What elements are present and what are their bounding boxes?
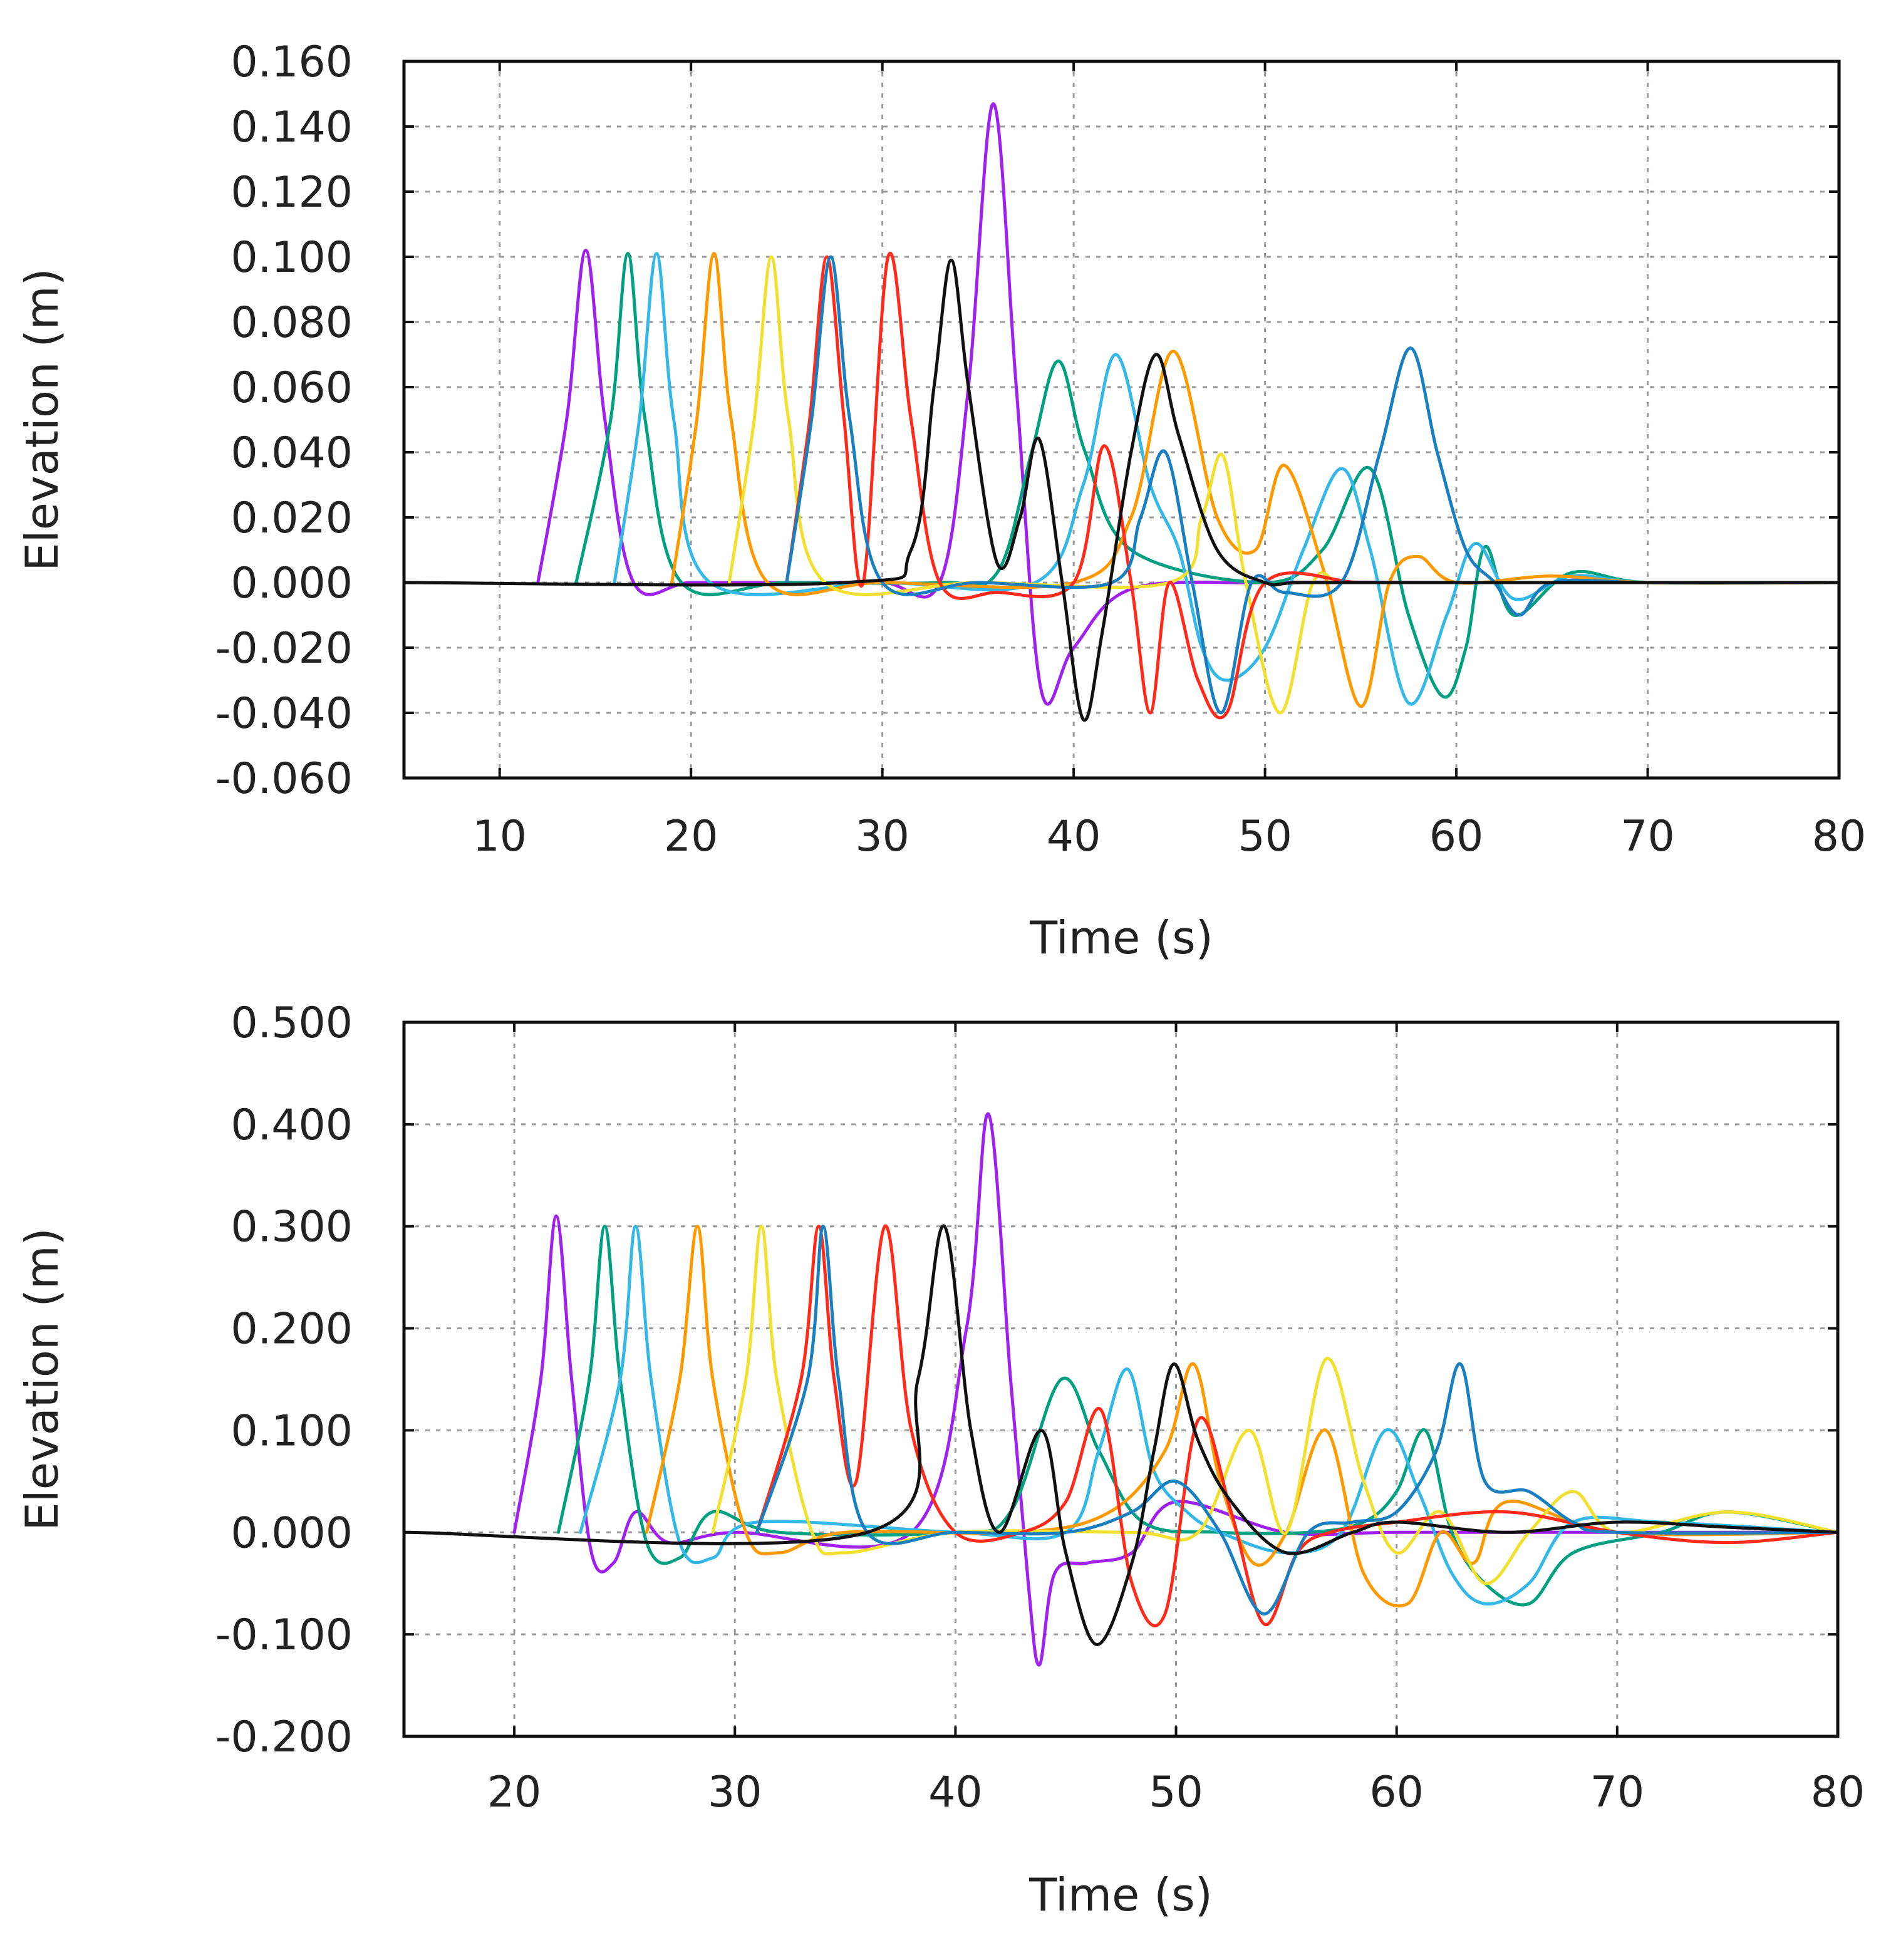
series-line-gauge-1 [512, 1112, 1838, 1667]
series-line-gauge-3 [613, 252, 1839, 706]
series-line-gauge-8 [404, 1224, 1838, 1646]
y-tick-label: 0.120 [231, 168, 353, 217]
y-tick-label: 0.000 [231, 559, 353, 608]
x-tick-label: 40 [928, 1768, 983, 1817]
x-axis-label: Time (s) [1029, 911, 1213, 964]
x-tick-label: 60 [1429, 812, 1484, 861]
y-tick-label: -0.100 [215, 1610, 353, 1660]
y-tick-label: 0.200 [231, 1305, 353, 1354]
y-tick-label: 0.100 [231, 1406, 353, 1456]
x-tick-label: 50 [1149, 1768, 1203, 1817]
series-line-gauge-7 [755, 1225, 1838, 1616]
y-tick-label: 0.060 [231, 363, 353, 413]
series-line-gauge-2 [557, 1225, 1838, 1607]
series-line-gauge-6 [785, 252, 1839, 720]
y-tick-label: 0.500 [231, 998, 353, 1048]
x-tick-label: 30 [855, 812, 909, 861]
x-tick-label: 30 [708, 1768, 762, 1817]
series-line-gauge-5 [727, 255, 1839, 715]
y-tick-label: 0.160 [231, 38, 353, 87]
y-axis-label: Elevation (m) [16, 268, 68, 571]
y-tick-label: -0.020 [215, 624, 353, 673]
series-line-gauge-5 [711, 1225, 1838, 1585]
series-line-gauge-4 [670, 252, 1839, 708]
series-line-gauge-7 [785, 255, 1839, 715]
y-axis-label: Elevation (m) [16, 1228, 68, 1531]
series-line-gauge-3 [579, 1225, 1838, 1606]
series-line-gauge-8 [404, 258, 1839, 722]
y-tick-label: -0.200 [215, 1713, 353, 1762]
x-tick-label: 80 [1811, 1768, 1865, 1817]
y-tick-label: 0.300 [231, 1203, 353, 1252]
x-axis-label: Time (s) [1028, 1869, 1213, 1921]
y-tick-label: -0.060 [215, 754, 353, 804]
y-tick-label: 0.000 [231, 1508, 353, 1558]
top-chart-panel: 10 20 30 40 50 60 70 80 0.160 0.140 0.120 0.100 0.08… [16, 38, 1866, 964]
y-tick-label: 0.100 [231, 233, 353, 283]
x-tick-label: 10 [472, 812, 527, 861]
x-tick-label: 20 [664, 812, 718, 861]
series-group [404, 1112, 1838, 1667]
series-line-gauge-6 [755, 1225, 1838, 1627]
bottom-chart-panel: 20 30 40 50 60 70 80 0.500 0.400 0.300 0.200 0.100 0… [16, 998, 1865, 1921]
x-tick-label: 50 [1238, 812, 1292, 861]
y-tick-label: 0.140 [231, 103, 353, 152]
x-tick-label: 80 [1812, 812, 1867, 861]
x-tick-label: 60 [1369, 1768, 1424, 1817]
plot-frame [402, 60, 1841, 780]
series-line-gauge-2 [574, 252, 1839, 699]
x-tick-label: 70 [1590, 1768, 1645, 1817]
x-tick-label: 40 [1047, 812, 1101, 861]
x-tick-label: 70 [1620, 812, 1675, 861]
y-tick-label: 0.400 [231, 1101, 353, 1150]
plot-frame [402, 1020, 1840, 1738]
series-group [404, 102, 1839, 722]
x-tick-label: 20 [487, 1768, 542, 1817]
series-line-gauge-4 [645, 1225, 1838, 1608]
y-tick-label: 0.020 [231, 494, 353, 543]
y-tick-label: 0.040 [231, 428, 353, 478]
y-tick-label: -0.040 [215, 689, 353, 739]
series-line-gauge-1 [536, 102, 1839, 706]
y-tick-label: 0.080 [231, 298, 353, 348]
